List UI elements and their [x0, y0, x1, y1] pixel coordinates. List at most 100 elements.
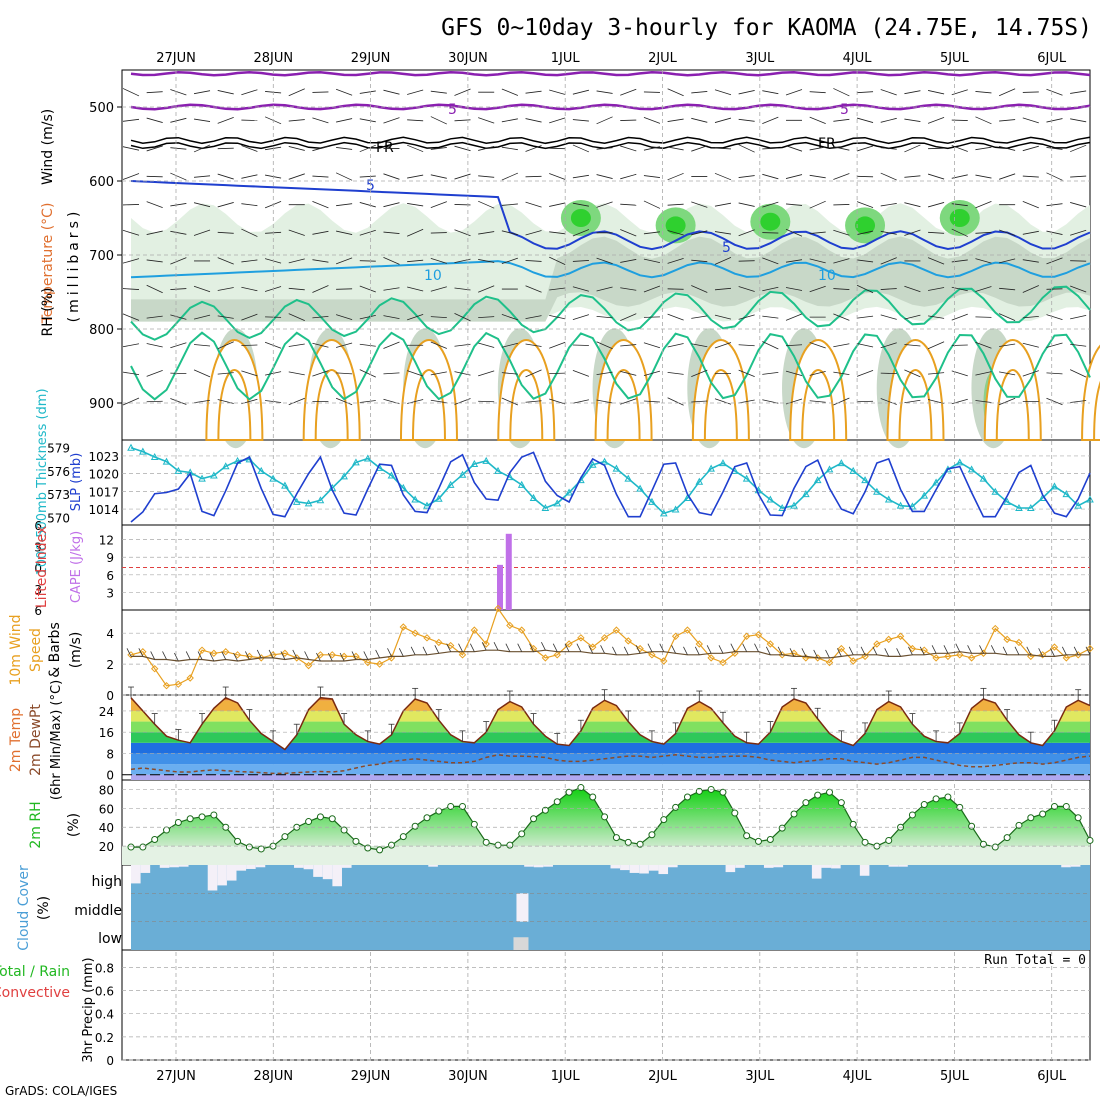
cloud-background [131, 865, 1090, 950]
label-millibars: (millibars) [66, 208, 82, 323]
wind-barb [880, 288, 897, 290]
ytick-label: 4 [106, 627, 114, 641]
wind-barb [501, 146, 518, 151]
wind-barb-mark [162, 651, 167, 660]
wind-barb [880, 203, 897, 207]
wind-barb [667, 88, 684, 97]
contour-m10 [130, 70, 1091, 77]
wind-barb [1046, 147, 1063, 150]
wind-barb [975, 174, 992, 179]
wind-speed-marker [435, 638, 443, 647]
wind-speed-marker [1015, 638, 1023, 647]
wind-barb [762, 173, 779, 180]
wind-barb-mark [256, 649, 262, 659]
wind-barb [170, 89, 187, 96]
wind-barb [312, 145, 329, 152]
ytick-label: 500 [89, 101, 114, 116]
cloud-high-bar [226, 865, 237, 881]
wind-barb [146, 400, 163, 403]
wind-barb [643, 200, 661, 209]
rh-point [541, 806, 549, 814]
wind-barb [857, 400, 874, 403]
wind-barb [217, 257, 234, 265]
wind-barb [572, 260, 589, 262]
wind-barb [1046, 342, 1063, 348]
wind-barb [359, 229, 376, 236]
wind-barb [975, 91, 992, 94]
thickness-marker [671, 505, 680, 513]
wind-barb-mark [813, 649, 819, 659]
wind-barb [1046, 314, 1063, 321]
wind-speed-marker [920, 646, 928, 654]
wind-barb [998, 229, 1016, 236]
wind-barb [193, 175, 211, 178]
wind-barb [122, 173, 140, 180]
cloud-low-bar [513, 937, 529, 950]
rh-point [885, 836, 893, 844]
contour-20 [130, 331, 1091, 401]
wind-barb-mark [327, 652, 333, 662]
top-date-axis: 27JUN 28JUN 29JUN 30JUN 1JUL 2JUL 3JUL 4JUL 5JUL… [156, 51, 1067, 66]
wind-barb [975, 400, 992, 403]
cape-panel: 12 9 6 3 6 3 0 3 6 [34, 519, 1090, 618]
ytick-label: 40 [99, 821, 114, 835]
wind-barb [193, 202, 211, 208]
wind-barb [193, 144, 211, 153]
wind-barb [738, 260, 755, 262]
wind-barb [549, 202, 566, 207]
wind-barb [525, 260, 542, 262]
wind-speed-marker [944, 652, 952, 661]
wind-barb [880, 230, 897, 235]
cloud-high-bar [1061, 865, 1071, 868]
wind-barb [738, 202, 755, 207]
wind-barb [241, 313, 258, 321]
thickness-marker [790, 501, 798, 509]
wind-barb [383, 341, 400, 349]
wind-barb [620, 229, 637, 237]
rh-point [186, 815, 194, 823]
thickness-marker [411, 495, 419, 503]
thickness-marker [955, 458, 964, 466]
thickness-marker [695, 477, 704, 485]
warm-cell-inner [1093, 380, 1100, 441]
temp-band [131, 700, 1090, 711]
wind-barb [122, 313, 140, 321]
wind-barb [691, 117, 708, 123]
rh-shade-50 [131, 236, 1090, 322]
rh-point [766, 836, 774, 843]
thickness-marker [257, 466, 266, 474]
wind-barb [738, 286, 755, 292]
wind-barb [667, 397, 684, 406]
wind-barb-mark [422, 646, 428, 655]
wind-barb [667, 172, 684, 181]
ytick-label: 24 [99, 705, 114, 719]
wind-barb [691, 369, 708, 378]
wind-barb [928, 372, 945, 375]
wind-barb [312, 230, 329, 235]
label-rh: RH (%) [40, 288, 56, 337]
wind-barb [904, 229, 921, 236]
wind-barb [714, 257, 732, 265]
label-temperature: Temperature (°C) [40, 203, 56, 325]
rh-point [1050, 802, 1058, 810]
wind-barb [1046, 397, 1063, 406]
wind-barb [146, 201, 163, 209]
ytick-label: 6 [106, 569, 114, 583]
wind-barb [193, 314, 211, 320]
wind-barb [691, 201, 708, 208]
rh-point [305, 818, 313, 826]
wind-barb [454, 313, 471, 322]
wind-barb-mark [576, 643, 582, 652]
panel-frame-slp [121, 439, 1091, 526]
wind-barb [928, 90, 945, 95]
thickness-marker [221, 462, 230, 470]
wind-barb [927, 202, 945, 208]
wind-barb [975, 258, 992, 264]
cloud-high-bar [668, 865, 678, 868]
wind10m-panel: 4 2 0 [106, 604, 1094, 703]
wind-barb-mark [1014, 646, 1020, 655]
wind-barb [951, 313, 968, 321]
thickness-marker [1015, 503, 1023, 511]
wind-barb [288, 88, 305, 97]
wind-barb [146, 259, 163, 263]
